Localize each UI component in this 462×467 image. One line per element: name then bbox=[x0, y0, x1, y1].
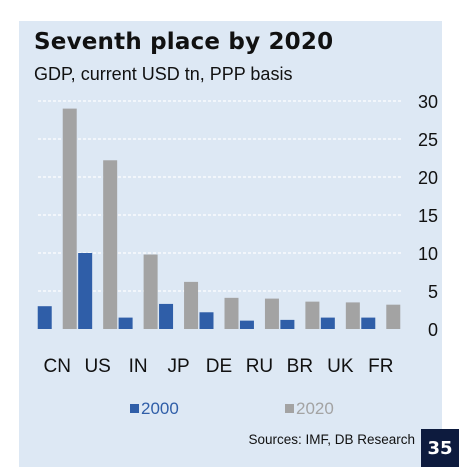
bar-de-2000 bbox=[199, 312, 214, 329]
x-tick-label: US bbox=[84, 356, 110, 377]
bar-ru-2000 bbox=[239, 320, 254, 329]
chart-title: Seventh place by 2020 bbox=[34, 29, 334, 55]
bar-br-2020 bbox=[305, 301, 320, 329]
x-tick-label: DE bbox=[206, 356, 232, 377]
gridlines bbox=[38, 100, 402, 292]
chart-panel bbox=[19, 21, 442, 467]
page-number-badge: 35 bbox=[421, 429, 459, 467]
bar-ru-2020 bbox=[264, 298, 279, 329]
legend-label-2000: 2000 bbox=[141, 399, 179, 418]
bar-br-2000 bbox=[280, 319, 295, 329]
bar-in-2000 bbox=[118, 317, 133, 329]
x-tick-label: FR bbox=[368, 356, 393, 377]
legend: 2000 2020 bbox=[130, 399, 334, 418]
bar-jp-2020 bbox=[184, 281, 199, 329]
bar-jp-2000 bbox=[159, 303, 174, 329]
bar-in-2020 bbox=[143, 254, 158, 329]
x-tick-label: BR bbox=[287, 356, 313, 377]
bar-uk-2000 bbox=[320, 317, 335, 329]
bar-uk-2020 bbox=[345, 302, 360, 329]
x-tick-label: JP bbox=[167, 356, 189, 377]
bar-cn-2000 bbox=[37, 306, 52, 329]
x-tick-label: CN bbox=[43, 356, 70, 377]
x-tick-labels: CN US IN JP DE RU BR UK FR bbox=[43, 356, 393, 377]
x-tick-label: IN bbox=[129, 356, 148, 377]
y-tick-label: 15 bbox=[418, 206, 438, 226]
bar-us-2000 bbox=[78, 253, 93, 329]
bar-us-2020 bbox=[103, 160, 118, 329]
y-tick-label: 30 bbox=[418, 92, 438, 112]
y-tick-label: 20 bbox=[418, 168, 438, 188]
bars bbox=[37, 108, 401, 329]
y-tick-label: 5 bbox=[428, 282, 438, 302]
y-tick-label: 10 bbox=[418, 244, 438, 264]
x-tick-label: UK bbox=[327, 356, 354, 377]
bar-de-2020 bbox=[224, 297, 239, 329]
bar-fr-2000 bbox=[361, 317, 376, 329]
y-tick-label: 0 bbox=[428, 320, 438, 340]
chart-subtitle: GDP, current USD tn, PPP basis bbox=[34, 64, 293, 84]
legend-swatch-2020 bbox=[285, 404, 294, 413]
bar-cn-2020 bbox=[62, 108, 77, 329]
bar-fr-2020 bbox=[386, 304, 401, 329]
y-tick-label: 25 bbox=[418, 130, 438, 150]
y-tick-labels: 0 5 10 15 20 25 30 bbox=[418, 92, 438, 340]
x-tick-label: RU bbox=[246, 356, 273, 377]
source-note: Sources: IMF, DB Research bbox=[248, 432, 415, 447]
legend-swatch-2000 bbox=[130, 404, 139, 413]
legend-label-2020: 2020 bbox=[296, 399, 334, 418]
